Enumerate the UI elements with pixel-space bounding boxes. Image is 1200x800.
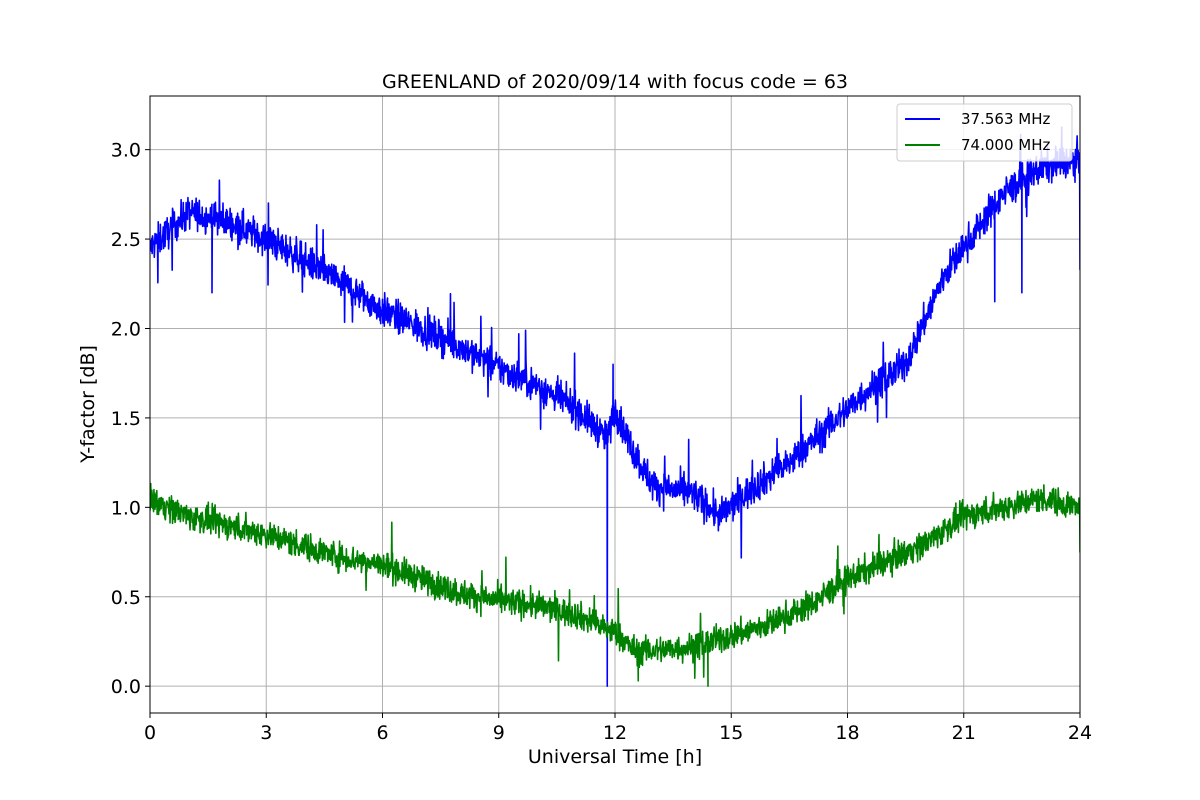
y-tick-label: 2.5 <box>111 229 141 251</box>
legend-box <box>896 103 1073 162</box>
y-axis-label: Y-factor [dB] <box>77 345 99 464</box>
x-tick-label: 3 <box>260 722 272 744</box>
x-tick-label: 12 <box>603 722 627 744</box>
series-line-37mhz <box>150 126 1080 687</box>
x-tick-label: 18 <box>835 722 859 744</box>
x-axis-label: Universal Time [h] <box>528 746 702 768</box>
y-tick-label: 0.0 <box>111 676 141 698</box>
x-tick-label: 21 <box>952 722 976 744</box>
ticks: 0 3 6 9 12 15 18 21 24 0.0 0.5 1.0 1.5 2.0 2.5 3.0 <box>111 140 1092 744</box>
series-line-74mhz <box>150 482 1080 687</box>
x-tick-label: 9 <box>493 722 505 744</box>
y-tick-label: 0.5 <box>111 587 141 609</box>
y-tick-label: 2.0 <box>111 318 141 340</box>
y-tick-label: 1.5 <box>111 408 141 430</box>
y-tick-label: 1.0 <box>111 497 141 519</box>
legend-label-37mhz: 37.563 MHz <box>961 110 1050 128</box>
y-tick-label: 3.0 <box>111 140 141 162</box>
chart-title: GREENLAND of 2020/09/14 with focus code … <box>382 71 848 93</box>
legend-label-74mhz: 74.000 MHz <box>961 136 1050 154</box>
plot-area <box>150 126 1080 687</box>
legend: 37.563 MHz 74.000 MHz <box>896 103 1073 162</box>
x-tick-label: 6 <box>376 722 388 744</box>
x-tick-label: 0 <box>144 722 156 744</box>
x-tick-label: 24 <box>1068 722 1092 744</box>
x-tick-label: 15 <box>719 722 743 744</box>
